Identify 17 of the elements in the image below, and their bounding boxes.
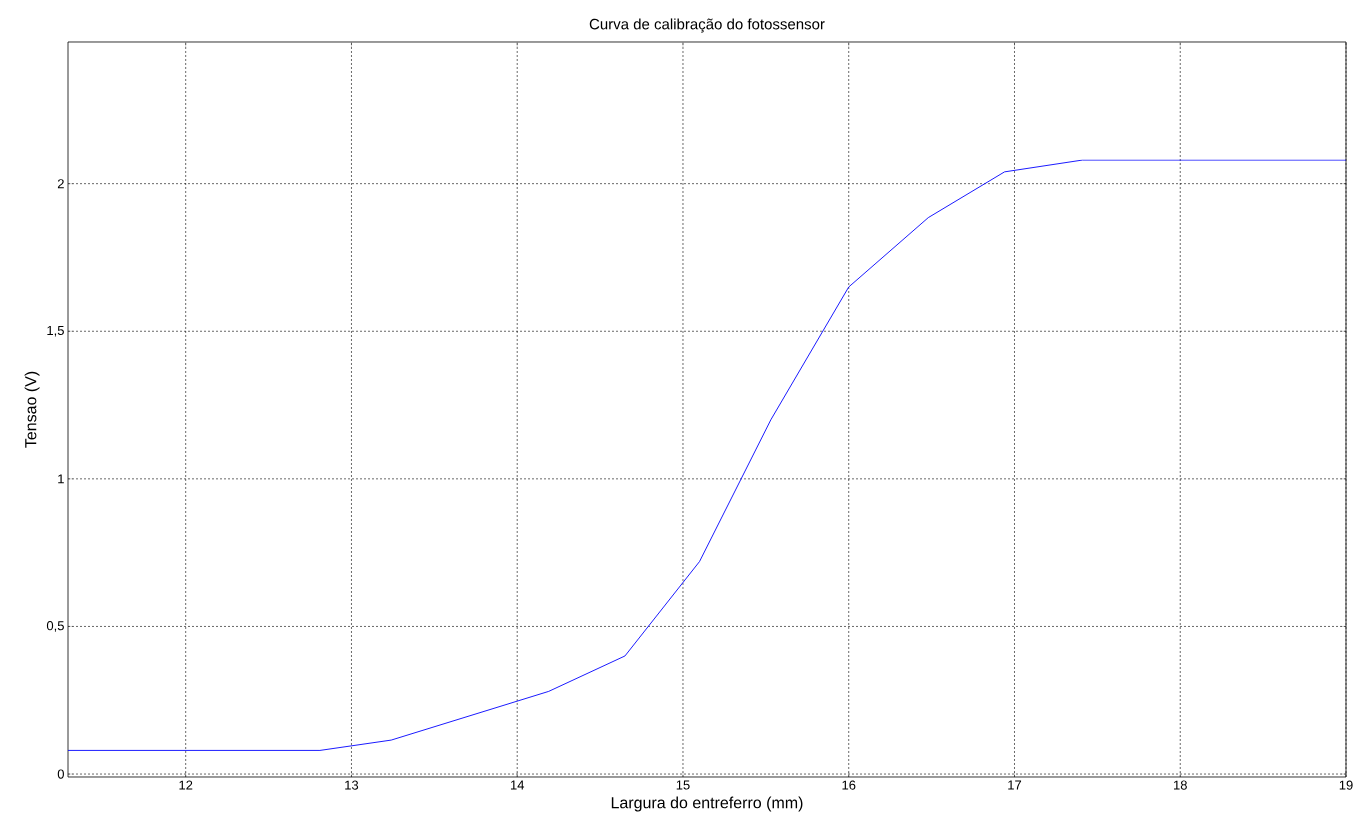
y-tick-label: 0,5	[46, 621, 64, 632]
y-tick-label: 2	[57, 179, 64, 189]
x-tick-label: 16	[842, 780, 856, 790]
x-tick-label: 13	[345, 780, 359, 790]
y-tick-label: 1	[58, 474, 64, 484]
y-tick-label: 1,5	[47, 325, 64, 337]
x-tick-label: 19	[1339, 780, 1353, 790]
y-tick-label: 0	[57, 769, 64, 779]
x-tick-label: 17	[1008, 780, 1022, 790]
x-tick-label: 14	[510, 780, 525, 790]
x-tick-label: 18	[1174, 780, 1187, 790]
line-series	[68, 159, 1347, 751]
x-tick-label: 12	[179, 780, 193, 790]
x-tick-label: 15	[676, 780, 690, 790]
x-axis-title: Largura do entreferro (mm)	[611, 796, 803, 812]
y-axis-title: Tensao (V)	[24, 371, 40, 448]
chart-title: Curva de calibração do fotossensor	[589, 18, 825, 33]
